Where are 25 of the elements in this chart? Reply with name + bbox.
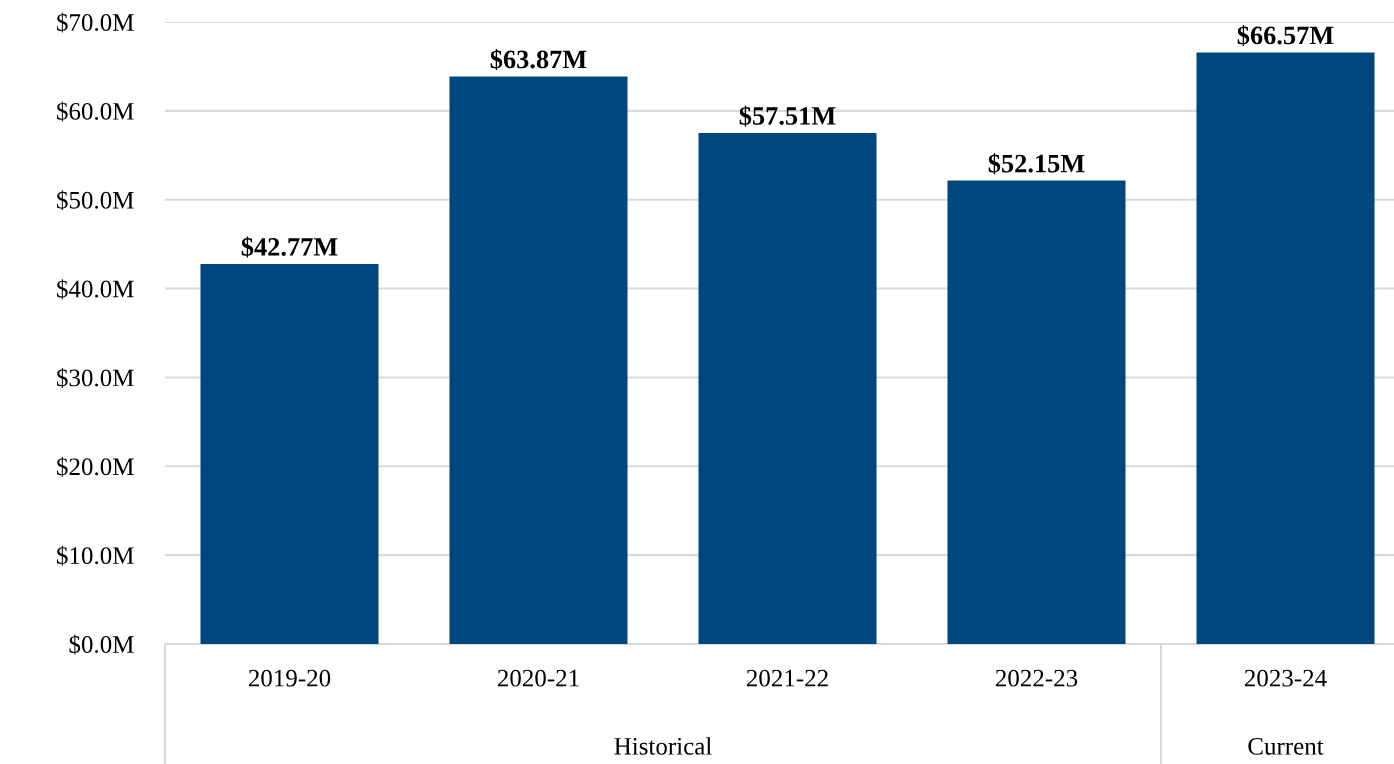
data-label: $66.57M	[1237, 24, 1334, 47]
bar	[449, 76, 628, 644]
text: Historical	[614, 737, 712, 755]
data-label: $63.87M	[490, 48, 587, 71]
y-tick-label: $20.0M	[57, 456, 134, 477]
x-tick-label: 2023-24	[1244, 669, 1327, 687]
y-tick-label: $70.0M	[57, 12, 134, 33]
bar	[200, 263, 379, 644]
x-tick-label: 2019-20	[248, 669, 331, 687]
y-tick-label: $0.0M	[69, 634, 134, 655]
x-tick-label: 2022-23	[995, 669, 1078, 687]
y-tick-label: $10.0M	[57, 545, 134, 566]
y-tick-label: $40.0M	[57, 279, 134, 300]
text: Current	[1248, 737, 1324, 755]
data-label: $52.15M	[988, 153, 1085, 175]
x-tick-label: 2021-22	[746, 669, 828, 687]
bar	[947, 180, 1126, 644]
data-label: $57.51M	[739, 105, 836, 127]
y-tick-label: $30.0M	[57, 368, 134, 389]
bar	[698, 132, 877, 644]
y-tick-label: $60.0M	[57, 101, 134, 122]
x-tick-label: 2020-21	[497, 669, 579, 687]
bar	[1196, 52, 1375, 644]
y-tick-label: $50.0M	[57, 190, 134, 211]
data-label: $42.77M	[241, 236, 338, 258]
